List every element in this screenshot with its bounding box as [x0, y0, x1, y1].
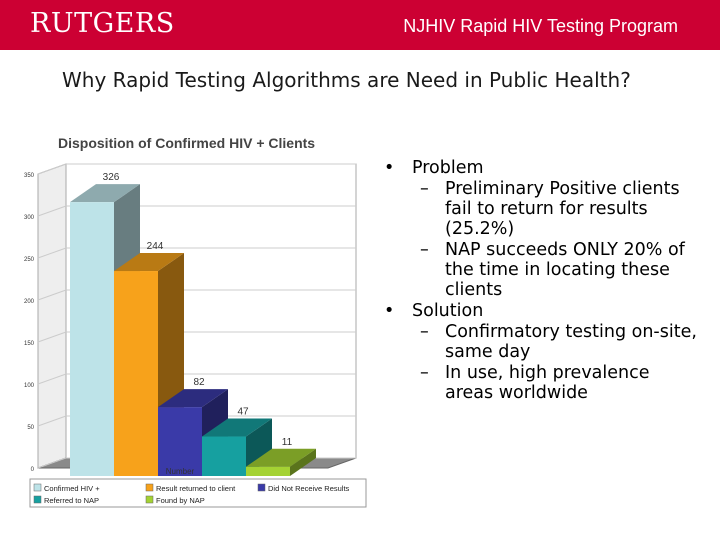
bar-top	[70, 184, 140, 203]
slide-title: Why Rapid Testing Algorithms are Need in…	[62, 68, 631, 92]
gridline-side	[37, 331, 67, 343]
sub-bullet-dash: –	[420, 179, 429, 199]
bar-value-label: 47	[237, 407, 249, 418]
rutgers-logo: RUTGERS	[30, 8, 175, 39]
gridline-side	[37, 205, 67, 217]
y-tick-label: 200	[24, 299, 35, 305]
legend-swatch	[145, 495, 154, 504]
sub-bullet-text: In use, high prevalence areas worldwide	[445, 363, 650, 403]
chart-side-wall	[37, 163, 67, 469]
gridline-side	[37, 247, 67, 259]
gridline-side	[37, 373, 67, 385]
bar-top	[158, 389, 228, 408]
sub-bullet-text: NAP succeeds ONLY 20% of the time in loc…	[445, 240, 685, 300]
y-tick-label: 350	[24, 173, 35, 179]
legend-label: Result returned to client	[156, 484, 236, 493]
bullet-dot: •	[384, 158, 395, 178]
sub-bullet-dash: –	[420, 363, 429, 383]
bar	[158, 407, 202, 476]
sub-bullet-item: – Preliminary Positive clients fail to re…	[380, 179, 700, 239]
gridline-side	[37, 457, 67, 469]
y-tick-label: 300	[24, 215, 35, 221]
bullet-dot: •	[384, 301, 395, 321]
bar-chart: Disposition of Confirmed HIV + Clients 0 5…	[24, 135, 367, 508]
gridline-side	[37, 289, 67, 301]
y-tick-label: 100	[24, 383, 35, 389]
bar-top	[114, 253, 184, 272]
bar-value-label: 82	[193, 377, 205, 388]
sub-bullet-dash: –	[420, 240, 429, 260]
sub-bullet-item: – In use, high prevalence areas worldwide	[380, 363, 700, 403]
legend-swatch	[257, 483, 266, 492]
bar-value-label: 11	[282, 437, 293, 448]
y-tick-label: 150	[24, 341, 35, 347]
legend-swatch	[33, 495, 42, 504]
legend-label: Did Not Receive Results	[268, 484, 350, 493]
chart-container: Disposition of Confirmed HIV + Clients 0 5…	[18, 128, 368, 513]
header-bar: RUTGERS NJHIV Rapid HIV Testing Program	[0, 0, 720, 50]
gridline-side	[37, 415, 67, 427]
sub-bullet-text: Preliminary Positive clients fail to ret…	[445, 179, 680, 239]
bar	[70, 202, 114, 476]
bullet-item: • Solution	[380, 301, 700, 321]
legend-swatch	[145, 483, 154, 492]
bar	[246, 466, 290, 476]
sub-bullet-item: – NAP succeeds ONLY 20% of the time in lo…	[380, 240, 700, 300]
bar-top	[246, 448, 316, 467]
legend-box	[29, 478, 367, 508]
bar-top	[202, 418, 272, 437]
legend-label: Found by NAP	[156, 496, 205, 505]
x-axis-label: Number	[166, 467, 195, 476]
bar-value-label: 244	[147, 241, 164, 252]
sub-bullet-dash: –	[420, 322, 429, 342]
bar-value-label: 326	[103, 172, 120, 183]
bullet-list: • Problem – Preliminary Positive clients fa…	[380, 158, 700, 404]
gridline-side	[37, 163, 67, 175]
legend-swatch	[33, 483, 42, 492]
bullet-text: Problem	[412, 158, 484, 178]
program-title: NJHIV Rapid HIV Testing Program	[403, 16, 678, 36]
y-tick-label: 250	[24, 257, 35, 263]
bar	[114, 271, 158, 476]
bullet-text: Solution	[412, 301, 484, 321]
chart-title: Disposition of Confirmed HIV + Clients	[58, 135, 315, 151]
sub-bullet-text: Confirmatory testing on-site, same day	[445, 322, 697, 362]
legend-label: Confirmed HIV +	[44, 484, 100, 493]
bar	[202, 436, 246, 476]
sub-bullet-item: – Confirmatory testing on-site, same day	[380, 322, 700, 362]
legend-label: Referred to NAP	[44, 496, 99, 505]
y-tick-label: 50	[27, 425, 34, 431]
bullet-item: • Problem	[380, 158, 700, 178]
bar-side	[290, 448, 316, 476]
y-tick-label: 0	[31, 467, 35, 473]
